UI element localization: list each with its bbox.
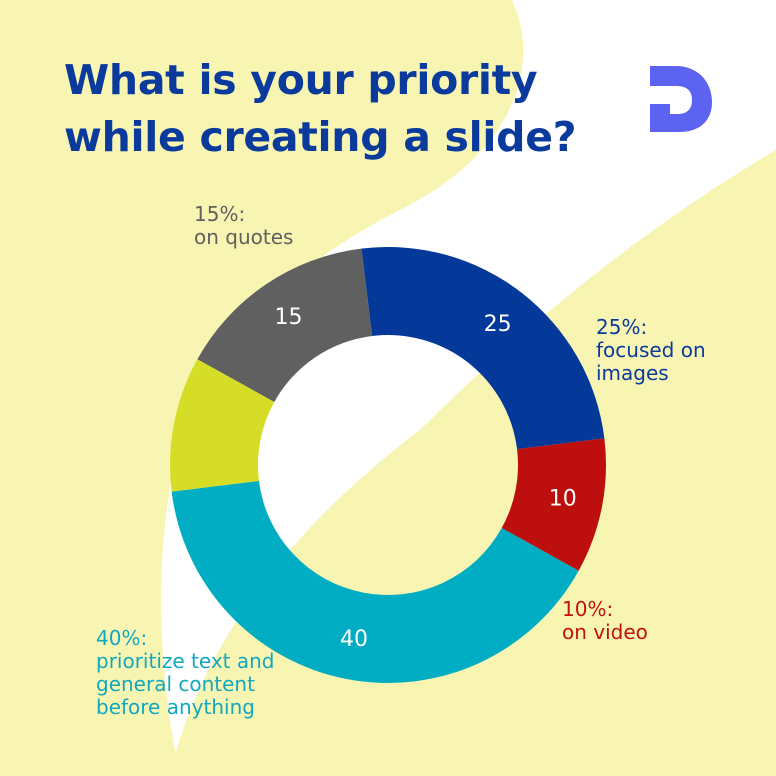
page-title: What is your priority while creating a s… (64, 52, 624, 166)
annotation-video: 10%: on video (562, 598, 648, 644)
logo-shape (650, 66, 712, 132)
donut-slice-1 (361, 247, 605, 450)
annotation-line: before anything (96, 695, 255, 719)
annotation-line: general content (96, 672, 255, 696)
title-line-1: What is your priority (64, 56, 538, 104)
annotation-images: 25%: focused on images (596, 316, 706, 385)
annotation-line: focused on (596, 338, 706, 362)
slice-value-label: 15 (274, 305, 302, 330)
donut-slice-3 (171, 480, 579, 683)
annotation-text-content: 40%: prioritize text and general content… (96, 627, 275, 719)
annotation-line: on quotes (194, 225, 294, 249)
donut-slice-4 (170, 359, 275, 492)
annotation-line: images (596, 361, 669, 385)
annotation-line: 40%: (96, 626, 148, 650)
annotation-line: 25%: (596, 315, 648, 339)
slice-value-label: 40 (340, 627, 368, 652)
slice-value-label: 10 (549, 486, 577, 511)
annotation-line: on video (562, 620, 648, 644)
annotation-quotes: 15%: on quotes (194, 203, 293, 249)
annotation-line: prioritize text and (96, 649, 275, 673)
annotation-line: 10%: (562, 597, 614, 621)
brand-d-logo-icon (650, 66, 712, 132)
annotation-line: 15%: (194, 202, 246, 226)
donut-slice-0 (197, 248, 373, 402)
title-line-2: while creating a slide? (64, 113, 577, 161)
slice-value-label: 25 (484, 312, 512, 337)
background-swoosh (0, 0, 524, 776)
donut-slice-2 (501, 438, 606, 571)
